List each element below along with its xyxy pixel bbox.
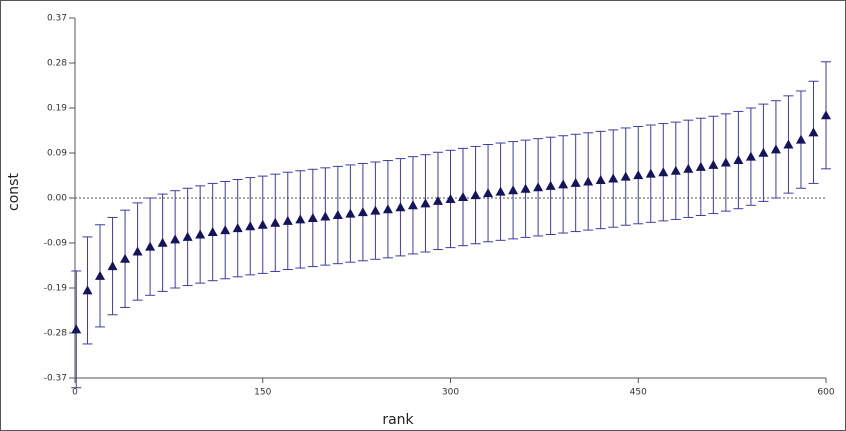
point bbox=[382, 204, 393, 214]
point bbox=[633, 170, 644, 180]
point bbox=[695, 161, 706, 171]
point bbox=[132, 246, 143, 256]
y-tick-label: -0.19 bbox=[44, 284, 68, 294]
y-tick-label: 0.37 bbox=[47, 14, 67, 24]
point bbox=[145, 241, 156, 251]
point bbox=[345, 208, 356, 218]
point bbox=[71, 324, 82, 334]
y-tick-label: 0.09 bbox=[47, 149, 67, 159]
point bbox=[420, 198, 431, 208]
point bbox=[558, 179, 569, 189]
point bbox=[370, 205, 381, 215]
y-tick-label: -0.09 bbox=[44, 239, 68, 249]
point bbox=[295, 214, 306, 224]
point bbox=[483, 188, 494, 198]
point bbox=[783, 139, 794, 149]
point bbox=[658, 167, 669, 177]
point bbox=[595, 175, 606, 184]
point bbox=[520, 183, 531, 193]
point bbox=[195, 229, 206, 239]
point bbox=[407, 200, 418, 210]
point bbox=[95, 270, 106, 280]
point bbox=[583, 176, 594, 186]
point bbox=[508, 185, 519, 195]
point bbox=[432, 195, 443, 205]
point bbox=[245, 221, 256, 231]
x-tick-label: 600 bbox=[817, 388, 834, 398]
point bbox=[645, 168, 656, 178]
point bbox=[257, 219, 268, 229]
point bbox=[533, 182, 544, 192]
point bbox=[307, 212, 318, 222]
point bbox=[570, 177, 581, 187]
point bbox=[120, 253, 131, 263]
point bbox=[445, 193, 456, 203]
point bbox=[733, 155, 744, 165]
y-tick-label: -0.37 bbox=[44, 374, 67, 384]
point bbox=[170, 234, 181, 244]
point bbox=[232, 223, 243, 233]
point bbox=[670, 165, 681, 175]
x-tick-label: 150 bbox=[254, 388, 271, 398]
x-tick-label: 300 bbox=[442, 388, 459, 398]
point bbox=[282, 215, 293, 225]
y-axis-title: const bbox=[6, 173, 22, 211]
point bbox=[808, 127, 819, 137]
point bbox=[320, 211, 331, 221]
x-axis-title: rank bbox=[382, 412, 414, 428]
point bbox=[470, 190, 481, 200]
point bbox=[720, 157, 731, 167]
point bbox=[708, 159, 719, 169]
point bbox=[395, 202, 406, 212]
y-tick-label: -0.28 bbox=[44, 329, 68, 339]
point bbox=[182, 231, 193, 241]
point bbox=[332, 210, 343, 220]
point bbox=[758, 147, 769, 157]
y-tick-label: 0.00 bbox=[47, 194, 67, 204]
point bbox=[107, 261, 118, 271]
point bbox=[220, 225, 231, 235]
point bbox=[207, 227, 218, 237]
point bbox=[357, 207, 368, 217]
point bbox=[620, 171, 631, 181]
point bbox=[270, 217, 281, 227]
x-tick-label: 0 bbox=[72, 388, 78, 398]
point bbox=[545, 180, 556, 190]
point bbox=[495, 186, 506, 196]
y-tick-label: 0.19 bbox=[47, 104, 67, 114]
point bbox=[82, 285, 93, 295]
y-tick-label: 0.28 bbox=[47, 59, 67, 69]
point bbox=[821, 110, 831, 120]
point bbox=[157, 237, 168, 247]
point bbox=[770, 144, 781, 154]
x-tick-label: 450 bbox=[630, 388, 647, 398]
point bbox=[745, 151, 756, 161]
point bbox=[608, 173, 619, 183]
point bbox=[795, 134, 806, 144]
point bbox=[683, 163, 694, 173]
point bbox=[458, 192, 469, 202]
